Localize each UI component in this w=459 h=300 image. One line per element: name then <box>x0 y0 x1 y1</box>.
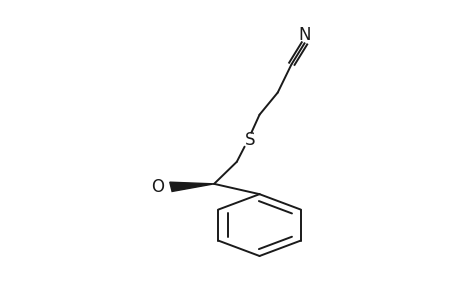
Polygon shape <box>169 182 213 191</box>
Text: S: S <box>245 131 255 149</box>
Text: O: O <box>151 178 163 196</box>
Text: N: N <box>298 26 311 44</box>
